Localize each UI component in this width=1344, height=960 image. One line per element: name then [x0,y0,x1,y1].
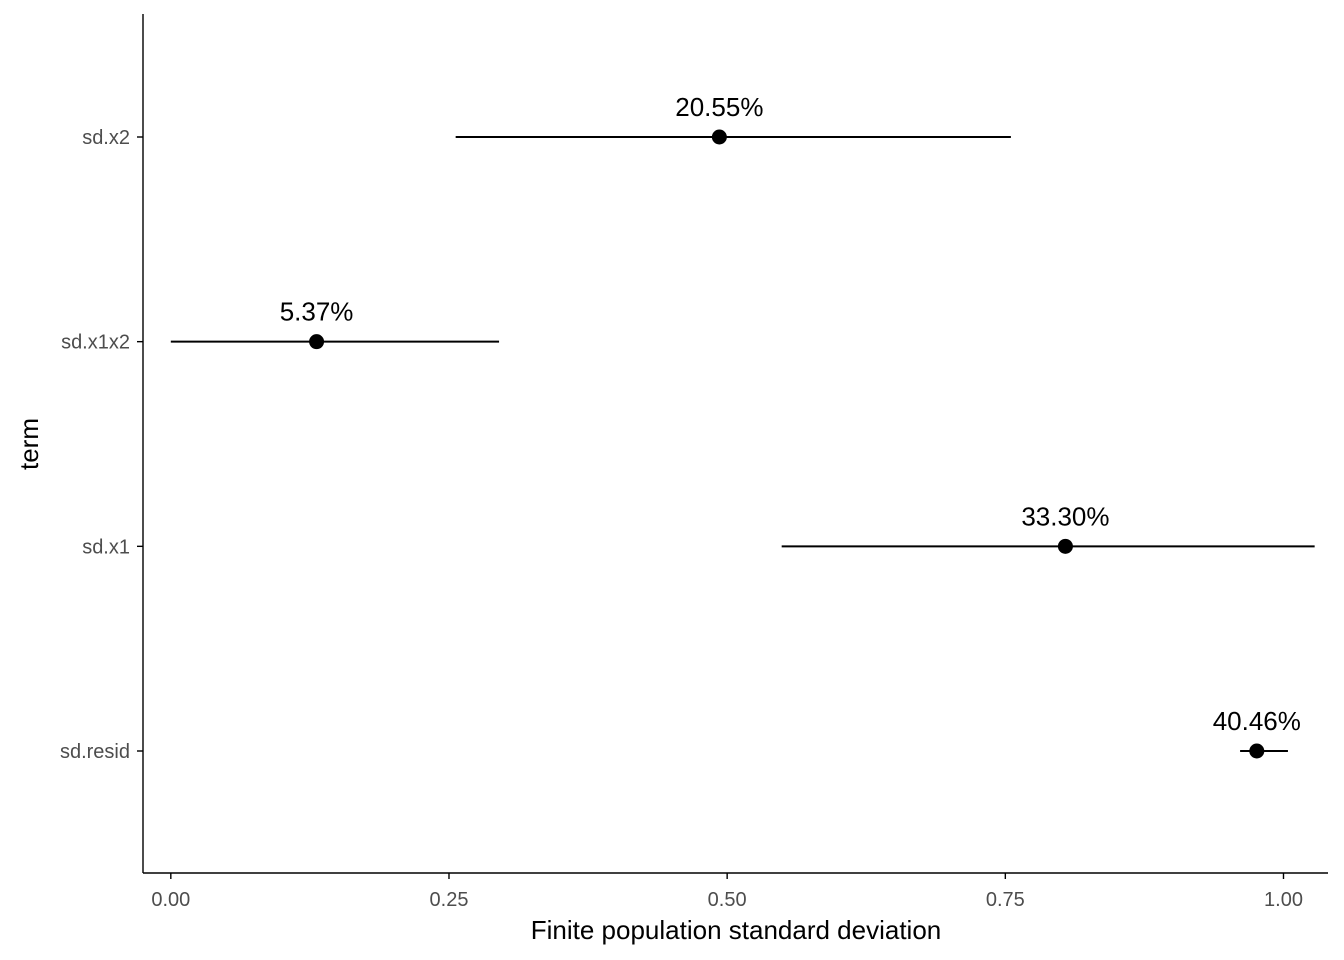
x-tick-label: 0.75 [986,889,1025,911]
y-ticks: sd.x2 sd.x1x2 sd.x1 sd.resid [60,127,143,763]
y-axis-title: term [14,418,44,470]
point-estimate [1057,538,1073,554]
x-axis-title: Finite population standard deviation [531,915,942,945]
data-label: 5.37% [280,297,354,327]
point-estimate [1249,743,1265,759]
y-tick-label: sd.resid [60,741,130,763]
point-estimate [711,129,727,145]
data-label: 40.46% [1213,706,1301,736]
y-tick-label: sd.x2 [82,127,130,149]
x-tick-label: 0.25 [430,889,469,911]
y-tick-label: sd.x1x2 [61,332,130,354]
axes [142,14,1328,874]
data-label: 20.55% [675,92,763,122]
x-ticks: 0.00 0.25 0.50 0.75 1.00 [151,873,1303,911]
x-tick-label: 0.50 [708,889,747,911]
x-tick-label: 0.00 [151,889,190,911]
y-tick-label: sd.x1 [82,536,130,558]
point-estimate [309,334,325,350]
x-tick-label: 1.00 [1264,889,1303,911]
data-label: 33.30% [1021,501,1109,531]
series: 20.55% 5.37% 33.30% 40.46% [170,92,1315,759]
